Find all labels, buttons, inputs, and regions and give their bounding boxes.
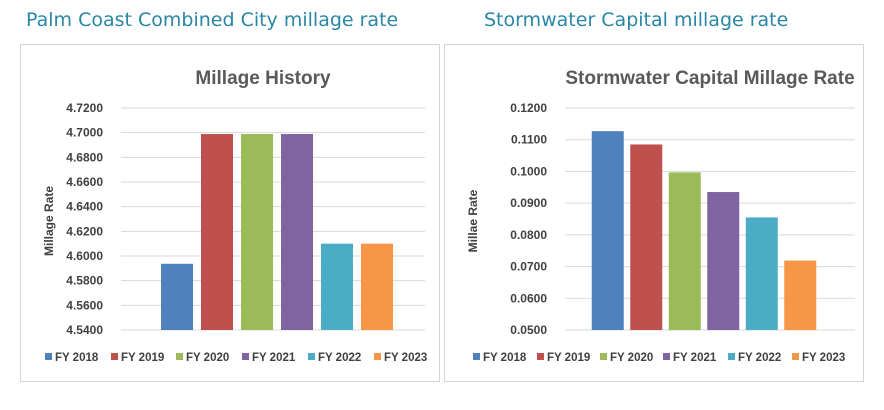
y-tick-label: 4.6800 <box>66 150 103 164</box>
legend-label: FY 2020 <box>610 352 653 364</box>
y-tick-label: 4.5600 <box>66 298 103 312</box>
legend-label: FY 2022 <box>738 352 781 364</box>
legend-label: FY 2020 <box>186 352 229 364</box>
y-tick-label: 0.0600 <box>510 291 547 305</box>
bar-fy-2022 <box>745 217 778 330</box>
legend-swatch <box>537 353 544 360</box>
chart-title: Stormwater Capital Millage Rate <box>565 68 854 89</box>
y-tick-label: 0.0500 <box>510 323 547 337</box>
bar-fy-2023 <box>784 260 817 330</box>
stormwater-capital-chart-panel: Stormwater Capital Millage Rate Millae Ra… <box>444 44 864 382</box>
y-tick-label: 0.1200 <box>510 101 547 115</box>
y-tick-label: 4.6600 <box>66 175 103 189</box>
legend-label: FY 2021 <box>673 352 717 364</box>
legend-swatch <box>242 353 249 360</box>
legend-swatch <box>176 353 183 360</box>
legend-swatch <box>45 353 52 360</box>
legend-swatch <box>473 353 480 360</box>
legend-swatch <box>111 353 118 360</box>
y-tick-label: 4.6200 <box>66 224 103 238</box>
chart-title: Millage History <box>195 68 331 89</box>
legend-swatch <box>600 353 607 360</box>
legend-label: FY 2022 <box>318 352 361 364</box>
legend-label: FY 2018 <box>483 352 527 364</box>
bar-fy-2019 <box>201 134 233 330</box>
y-axis-label: Millae Rate <box>466 189 480 252</box>
bar-fy-2019 <box>630 144 663 330</box>
bar-fy-2018 <box>161 263 193 330</box>
bar-fy-2022 <box>321 243 353 330</box>
legend-label: FY 2023 <box>802 352 845 364</box>
y-tick-label: 0.0900 <box>510 196 547 210</box>
legend-label: FY 2018 <box>55 352 99 364</box>
bar-fy-2020 <box>241 134 273 330</box>
legend-swatch <box>728 353 735 360</box>
stormwater-capital-chart: Stormwater Capital Millage Rate Millae Ra… <box>466 68 855 364</box>
bar-fy-2021 <box>707 192 740 330</box>
y-tick-label: 0.0800 <box>510 228 547 242</box>
legend-swatch <box>792 353 799 360</box>
bar-fy-2023 <box>361 243 393 330</box>
bar-fy-2018 <box>591 131 624 330</box>
legend-label: FY 2019 <box>547 352 590 364</box>
y-tick-label: 4.5400 <box>66 323 103 337</box>
y-tick-label: 0.0700 <box>510 260 547 274</box>
bar-fy-2020 <box>668 172 701 330</box>
legend-label: FY 2019 <box>121 352 164 364</box>
y-tick-label: 4.6000 <box>66 249 103 263</box>
legend-swatch <box>374 353 381 360</box>
legend-swatch <box>663 353 670 360</box>
millage-history-chart-panel: Millage History Millage Rate 4.5400 4.5600 4… <box>20 44 440 382</box>
y-tick-label: 4.7000 <box>66 126 103 140</box>
y-tick-label: 0.1100 <box>511 133 547 147</box>
y-tick-label: 4.5800 <box>66 274 103 288</box>
y-axis-label: Millage Rate <box>42 186 56 256</box>
stormwater-millage-heading: Stormwater Capital millage rate <box>484 9 789 31</box>
millage-history-chart: Millage History Millage Rate 4.5400 4.5600 4… <box>42 68 427 364</box>
legend-label: FY 2021 <box>252 352 296 364</box>
y-tick-label: 4.6400 <box>66 200 103 214</box>
legend-label: FY 2023 <box>384 352 427 364</box>
bar-fy-2021 <box>281 134 313 330</box>
y-tick-label: 4.7200 <box>66 101 103 115</box>
y-tick-label: 0.1000 <box>510 164 547 178</box>
legend-swatch <box>308 353 315 360</box>
palm-coast-millage-heading: Palm Coast Combined City millage rate <box>26 9 399 31</box>
